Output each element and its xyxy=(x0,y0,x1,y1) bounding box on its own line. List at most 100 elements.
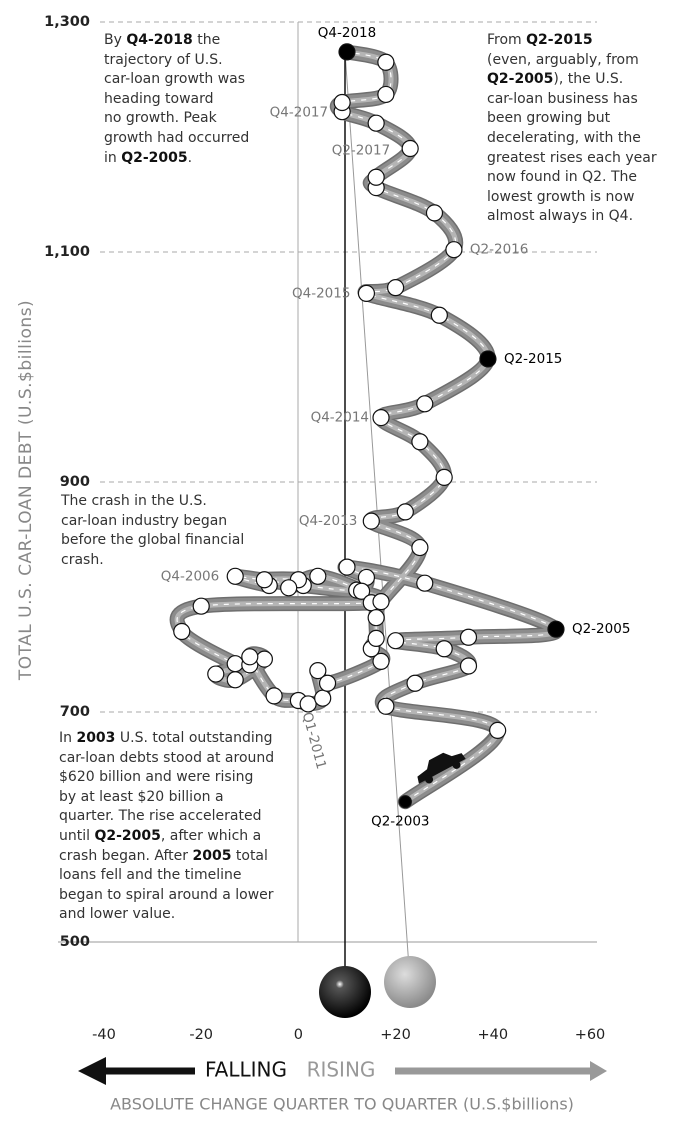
annotation-line: quarter. The rise accelerated xyxy=(59,807,274,827)
annotation-text: until xyxy=(59,827,95,844)
data-point xyxy=(265,687,283,705)
annotation-text: lowest growth is now xyxy=(487,188,635,205)
annotation-line: before the global financial xyxy=(61,531,244,551)
annotation-text: quarter. The rise accelerated xyxy=(59,808,262,825)
annotation-line: car-loan growth was xyxy=(104,70,249,90)
annotation-text: decelerating, with the xyxy=(487,129,641,146)
y-tick-label: 900 xyxy=(60,474,90,490)
data-point xyxy=(314,689,332,707)
data-point xyxy=(387,279,405,297)
annotation-text: $620 billion and were rising xyxy=(59,769,254,786)
annotation-emphasis: Q2-2005 xyxy=(487,71,554,88)
point-label: Q4-2017 xyxy=(270,105,328,121)
y-tick-label: 1,300 xyxy=(44,14,90,30)
point-label: Q2-2003 xyxy=(371,814,429,830)
point-label: Q2-2015 xyxy=(504,351,562,367)
annotation-text: (even, arguably, from xyxy=(487,51,639,68)
annotation-line: car-loan debts stood at around xyxy=(59,749,274,769)
data-point xyxy=(309,661,327,680)
data-point xyxy=(411,433,429,451)
line-dash xyxy=(176,51,557,803)
x-tick-label: +60 xyxy=(575,1027,606,1043)
x-tick-label: -20 xyxy=(189,1027,213,1043)
data-point xyxy=(367,168,385,186)
annotation: From Q2-2015 (even, arguably, from Q2-2005… xyxy=(487,31,657,227)
annotation-text: , after which a xyxy=(160,827,262,844)
data-point xyxy=(352,582,371,600)
y-tick-label: 1,100 xyxy=(44,244,90,260)
data-point xyxy=(416,395,434,413)
annotation-line: decelerating, with the xyxy=(487,129,657,149)
annotation-line: Q2-2005), the U.S. xyxy=(487,70,657,90)
data-point xyxy=(387,632,405,650)
data-point xyxy=(479,350,497,368)
y-axis-label: TOTAL U.S. CAR-LOAN DEBT (U.S.$billions) xyxy=(16,300,36,681)
data-point xyxy=(372,652,390,671)
annotation: The crash in the U.S. car-loan industry b… xyxy=(61,492,244,570)
annotation-line: $620 billion and were rising xyxy=(59,768,274,788)
annotation-line: until Q2-2005, after which a xyxy=(59,827,274,847)
data-point xyxy=(299,695,317,713)
data-point xyxy=(445,241,463,259)
annotation-text: before the global financial xyxy=(61,532,245,549)
annotation-line: From Q2-2015 xyxy=(487,31,657,51)
point-label: Q4-2013 xyxy=(299,513,357,529)
data-point xyxy=(459,657,478,675)
car-icon xyxy=(417,752,466,784)
point-label: Q1-2011 xyxy=(299,710,330,771)
data-point xyxy=(430,306,448,324)
annotation-text: In xyxy=(59,730,77,746)
data-point xyxy=(338,43,356,61)
annotation-line: (even, arguably, from xyxy=(487,51,657,71)
annotation-text: almost always in Q4. xyxy=(487,208,634,225)
annotation-text: car-loan business has xyxy=(487,90,638,107)
annotation-text: U.S. total outstanding xyxy=(115,730,273,746)
annotation-text: and lower value. xyxy=(59,906,176,923)
data-point xyxy=(362,512,380,530)
annotation-line: loans fell and the timeline xyxy=(59,866,274,886)
data-point xyxy=(255,650,273,668)
data-point xyxy=(372,592,390,611)
annotation-text: no growth. Peak xyxy=(104,110,217,127)
data-point xyxy=(338,558,356,576)
annotation-line: by at least $20 billion a xyxy=(59,788,274,808)
rising-label: RISING xyxy=(307,1058,376,1082)
point-label: Q2-2017 xyxy=(332,143,390,159)
data-point xyxy=(547,620,565,638)
annotation-line: The crash in the U.S. xyxy=(61,492,244,512)
annotation-text: been growing but xyxy=(487,110,611,127)
data-point xyxy=(416,574,434,592)
annotation-text: car-loan growth was xyxy=(104,71,246,88)
data-point xyxy=(406,674,424,692)
y-tick-label: 700 xyxy=(60,704,90,720)
annotation-text: in xyxy=(104,149,122,166)
annotation-line: crash. xyxy=(61,551,244,571)
data-point xyxy=(173,622,191,641)
plot: Q2-2003 Q2-2005 Q4-2006 Q1-2011 Q4-2013 Q4-20… xyxy=(161,25,631,830)
data-point xyxy=(318,674,337,692)
rising-arrow-head xyxy=(590,1061,607,1081)
data-point xyxy=(241,648,259,666)
data-point xyxy=(226,567,244,585)
data-point xyxy=(207,665,225,683)
data-point xyxy=(280,579,298,597)
annotation-line: In 2003 U.S. total outstanding xyxy=(59,729,274,749)
annotation-text: by at least $20 billion a xyxy=(59,788,224,805)
annotation-text: heading toward xyxy=(104,90,214,107)
x-tick-label: -40 xyxy=(92,1027,116,1043)
annotation-emphasis: 2003 xyxy=(76,730,116,746)
data-point xyxy=(435,640,453,658)
annotation-line: no growth. Peak xyxy=(104,109,249,129)
data-point xyxy=(377,53,395,71)
annotation-line: in Q2-2005. xyxy=(104,149,249,169)
annotation-emphasis: Q2-2005 xyxy=(94,827,161,844)
annotation-line: car-loan business has xyxy=(487,90,657,110)
data-point xyxy=(367,114,385,132)
annotation-text: The crash in the U.S. xyxy=(61,493,207,509)
annotation-emphasis: 2005 xyxy=(192,847,232,864)
point-label: Q4-2014 xyxy=(311,410,369,426)
data-point xyxy=(489,721,507,740)
annotation-text: crash. xyxy=(61,551,104,568)
data-point xyxy=(333,93,351,112)
